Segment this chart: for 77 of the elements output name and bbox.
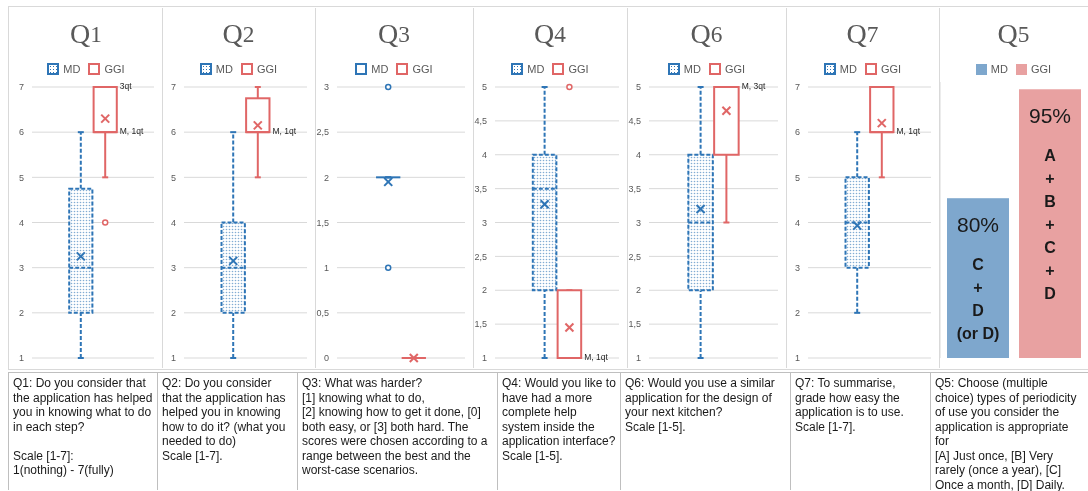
y-tick-label: 2,5: [628, 251, 641, 262]
annotation: A + B + C + D: [1044, 147, 1057, 303]
y-tick-label: 6: [170, 127, 176, 138]
y-tick-label: 4,5: [474, 116, 487, 127]
y-tick-label: 1,5: [474, 319, 487, 330]
y-tick-label: 2,5: [474, 251, 487, 262]
text: Q3: What was harder? [1] knowing what to do, [2] knowing how to get it done, [0] both easy, or [3] both hard. The scores were chosen according to a range between the best and the worst-case scenarios.: [297, 372, 497, 490]
annotation: M, 1qt: [119, 126, 145, 137]
data-label: 80%: [956, 213, 1000, 237]
annotation: M, 1qt: [584, 352, 609, 363]
y-tick-label: 1: [170, 353, 176, 364]
y-tick-label: 2: [794, 308, 800, 319]
legend-label: GGI: [879, 63, 902, 75]
annotation: M, 3qt: [741, 81, 766, 92]
y-tick-label: 1: [481, 353, 487, 364]
y-tick-label: 4: [18, 217, 24, 228]
y-tick-label: 5: [18, 172, 24, 183]
y-tick-label: 1: [323, 262, 329, 273]
y-tick-label: 2: [323, 172, 329, 183]
y-tick-label: 4: [481, 149, 487, 160]
legend-label: GGI: [1029, 63, 1052, 75]
y-tick-label: 2: [18, 308, 24, 319]
text: Q6: Would you use a similar application for the design of your next kitchen? Scale [1-5].: [620, 372, 790, 490]
text: Q7: To summarise, grade how easy the application is to use. Scale [1-7].: [790, 372, 930, 490]
legend-label: GGI: [723, 63, 746, 75]
legend-label: MD: [838, 63, 857, 75]
y-tick-label: 1: [635, 353, 641, 364]
y-tick-label: 1,5: [316, 217, 329, 228]
y-tick-label: 4: [635, 149, 641, 160]
y-tick-label: 2: [481, 285, 487, 296]
y-tick-label: 5: [794, 172, 800, 183]
legend-label: MD: [682, 63, 701, 75]
y-tick-label: 1,5: [628, 319, 641, 330]
y-tick-label: 5: [481, 82, 487, 93]
y-tick-label: 2: [170, 308, 176, 319]
y-tick-label: 6: [18, 127, 24, 138]
legend-label: GGI: [255, 63, 278, 75]
y-tick-label: 7: [794, 82, 800, 93]
y-tick-label: 3: [18, 262, 24, 273]
y-tick-label: 3: [170, 262, 176, 273]
y-tick-label: 3,5: [474, 183, 487, 194]
y-tick-label: 4: [170, 217, 176, 228]
y-tick-label: 1: [794, 353, 800, 364]
legend-label: MD: [526, 63, 545, 75]
y-tick-label: 7: [18, 82, 24, 93]
legend-label: GGI: [567, 63, 589, 75]
y-tick-label: 0: [323, 353, 329, 364]
y-tick-label: 3: [635, 217, 641, 228]
annotation: M, 1qt: [896, 126, 921, 137]
annotation: M, 1qt: [272, 126, 297, 137]
legend-label: MD: [370, 63, 389, 75]
annotation: C + D (or D): [956, 256, 1000, 343]
y-tick-label: 4,5: [628, 116, 641, 127]
y-tick-label: 3,5: [628, 183, 641, 194]
y-tick-label: 2,5: [316, 127, 329, 138]
y-tick-label: 4: [794, 217, 800, 228]
y-tick-label: 5: [635, 82, 641, 93]
text: Q2: Do you consider that the application has helped you in knowing how to do it? (what you needed to do) Scale [1-7].: [157, 372, 297, 490]
legend-label: MD: [989, 63, 1008, 75]
legend-label: GGI: [411, 63, 433, 75]
data-label: 95%: [1028, 104, 1072, 128]
y-tick-label: 7: [170, 82, 176, 93]
text: Q1: Do you consider that the application has helped you in knowing what to do in each step? Scale [1-7]: 1(nothing) - 7(fully): [13, 376, 153, 477]
y-tick-label: 1: [18, 353, 24, 364]
text: Q5: Choose (multiple choice) types of periodicity of use you consider the application is appropriate for [A] Just once, [B] Very rarely (once a year), [C] Once a month, [D] Daily.: [930, 372, 1088, 491]
y-tick-label: 3: [794, 262, 800, 273]
legend-label: MD: [62, 63, 81, 75]
y-tick-label: 6: [794, 127, 800, 138]
text: Q4: Would you like to have had a more complete help system inside the application interface? Scale [1-5].: [497, 372, 620, 490]
y-tick-label: 3: [481, 217, 487, 228]
legend-label: GGI: [103, 63, 125, 75]
y-tick-label: 2: [635, 285, 641, 296]
y-tick-label: 0,5: [316, 308, 329, 319]
y-tick-label: 3: [323, 82, 329, 93]
annotation: 3qt: [119, 81, 133, 92]
y-tick-label: 5: [170, 172, 176, 183]
legend-label: MD: [214, 63, 233, 75]
